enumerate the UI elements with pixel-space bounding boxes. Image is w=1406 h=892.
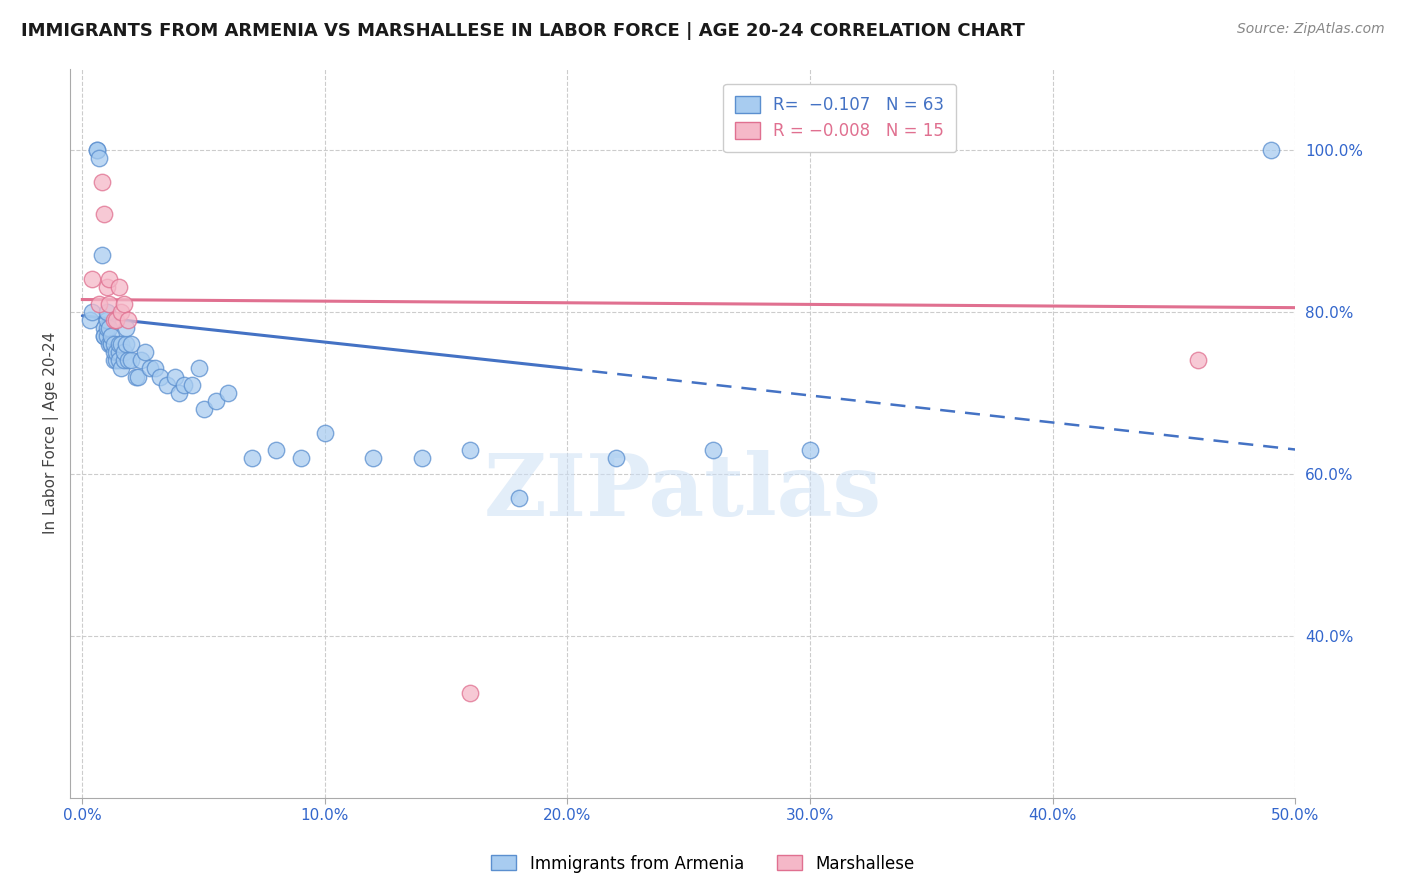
Point: [117, 353, 139, 368]
Point: [115, 337, 138, 351]
Point: [100, 337, 122, 351]
Point: [98, 337, 121, 351]
Point: [80, 272, 103, 286]
Point: [129, 353, 152, 368]
Point: [460, 442, 482, 457]
Text: ZIPatlas: ZIPatlas: [484, 450, 882, 533]
Point: [127, 369, 149, 384]
Point: [143, 361, 166, 376]
Point: [290, 450, 312, 465]
Point: [799, 442, 821, 457]
Point: [240, 450, 263, 465]
Point: [93, 207, 115, 221]
Point: [96, 321, 118, 335]
Point: [120, 337, 142, 351]
Point: [90, 175, 112, 189]
Point: [89, 151, 111, 165]
Point: [96, 329, 118, 343]
Point: [314, 426, 336, 441]
Point: [103, 337, 125, 351]
Point: [173, 377, 195, 392]
Point: [96, 313, 118, 327]
Point: [98, 272, 121, 286]
Point: [93, 329, 115, 343]
Point: [80, 304, 103, 318]
Point: [180, 377, 202, 392]
Point: [96, 304, 118, 318]
Point: [411, 450, 433, 465]
Text: IMMIGRANTS FROM ARMENIA VS MARSHALLESE IN LABOR FORCE | AGE 20-24 CORRELATION CH: IMMIGRANTS FROM ARMENIA VS MARSHALLESE I…: [21, 22, 1025, 40]
Point: [163, 369, 186, 384]
Point: [103, 353, 125, 368]
Point: [105, 345, 128, 359]
Point: [89, 296, 111, 310]
Point: [117, 313, 139, 327]
Point: [115, 321, 138, 335]
Point: [1187, 353, 1209, 368]
Legend: Immigrants from Armenia, Marshallese: Immigrants from Armenia, Marshallese: [485, 848, 921, 880]
Point: [103, 345, 125, 359]
Point: [266, 442, 288, 457]
Point: [702, 442, 724, 457]
Point: [110, 337, 132, 351]
Point: [156, 377, 179, 392]
Point: [605, 450, 627, 465]
Point: [508, 491, 530, 505]
Point: [98, 321, 121, 335]
Point: [112, 353, 135, 368]
Point: [96, 280, 118, 294]
Point: [100, 337, 122, 351]
Point: [120, 353, 142, 368]
Legend: R=  −0.107   N = 63, R = −0.008   N = 15: R= −0.107 N = 63, R = −0.008 N = 15: [724, 84, 956, 153]
Point: [110, 304, 132, 318]
Point: [217, 385, 239, 400]
Y-axis label: In Labor Force | Age 20-24: In Labor Force | Age 20-24: [44, 332, 59, 534]
Point: [107, 337, 129, 351]
Point: [90, 248, 112, 262]
Point: [107, 353, 129, 368]
Point: [134, 345, 156, 359]
Point: [460, 686, 482, 700]
Point: [112, 345, 135, 359]
Point: [103, 313, 125, 327]
Point: [100, 329, 122, 343]
Point: [125, 369, 148, 384]
Point: [1260, 143, 1282, 157]
Point: [107, 280, 129, 294]
Point: [363, 450, 385, 465]
Text: Source: ZipAtlas.com: Source: ZipAtlas.com: [1237, 22, 1385, 37]
Point: [93, 321, 115, 335]
Point: [112, 296, 135, 310]
Point: [169, 385, 191, 400]
Point: [204, 393, 226, 408]
Point: [79, 313, 101, 327]
Point: [193, 401, 215, 416]
Point: [98, 296, 121, 310]
Point: [139, 361, 162, 376]
Point: [110, 361, 132, 376]
Point: [187, 361, 209, 376]
Point: [107, 345, 129, 359]
Point: [86, 143, 108, 157]
Point: [86, 143, 108, 157]
Point: [105, 353, 128, 368]
Point: [93, 329, 115, 343]
Point: [149, 369, 172, 384]
Point: [105, 313, 128, 327]
